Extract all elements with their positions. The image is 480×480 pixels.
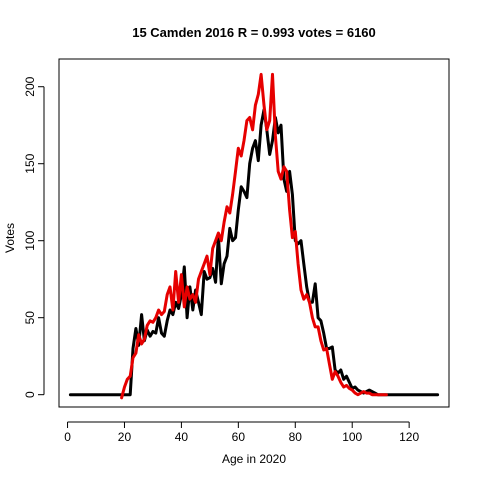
y-tick-label: 200 (23, 76, 37, 96)
y-tick-label: 50 (23, 311, 37, 325)
y-tick-label: 100 (23, 230, 37, 250)
series-line-red (120, 72, 388, 400)
plot-area-frame (58, 58, 450, 408)
x-axis: 0 20 40 60 80 100 120 (64, 421, 419, 444)
chart-title: 15 Camden 2016 R = 0.993 votes = 6160 (132, 25, 376, 40)
series-line-black (68, 108, 440, 397)
y-axis: 0 50 100 150 200 (23, 76, 45, 398)
x-tick-label: 120 (399, 430, 419, 444)
y-axis-label: Votes (3, 223, 17, 253)
x-tick-label: 80 (289, 430, 303, 444)
series-layer (68, 72, 440, 400)
x-tick-label: 0 (64, 430, 71, 444)
y-tick-label: 0 (23, 391, 37, 398)
y-tick-label: 150 (23, 153, 37, 173)
x-tick-label: 60 (232, 430, 246, 444)
x-tick-label: 40 (175, 430, 189, 444)
x-axis-label: Age in 2020 (222, 452, 286, 466)
x-tick-label: 20 (118, 430, 132, 444)
x-tick-label: 100 (342, 430, 362, 444)
